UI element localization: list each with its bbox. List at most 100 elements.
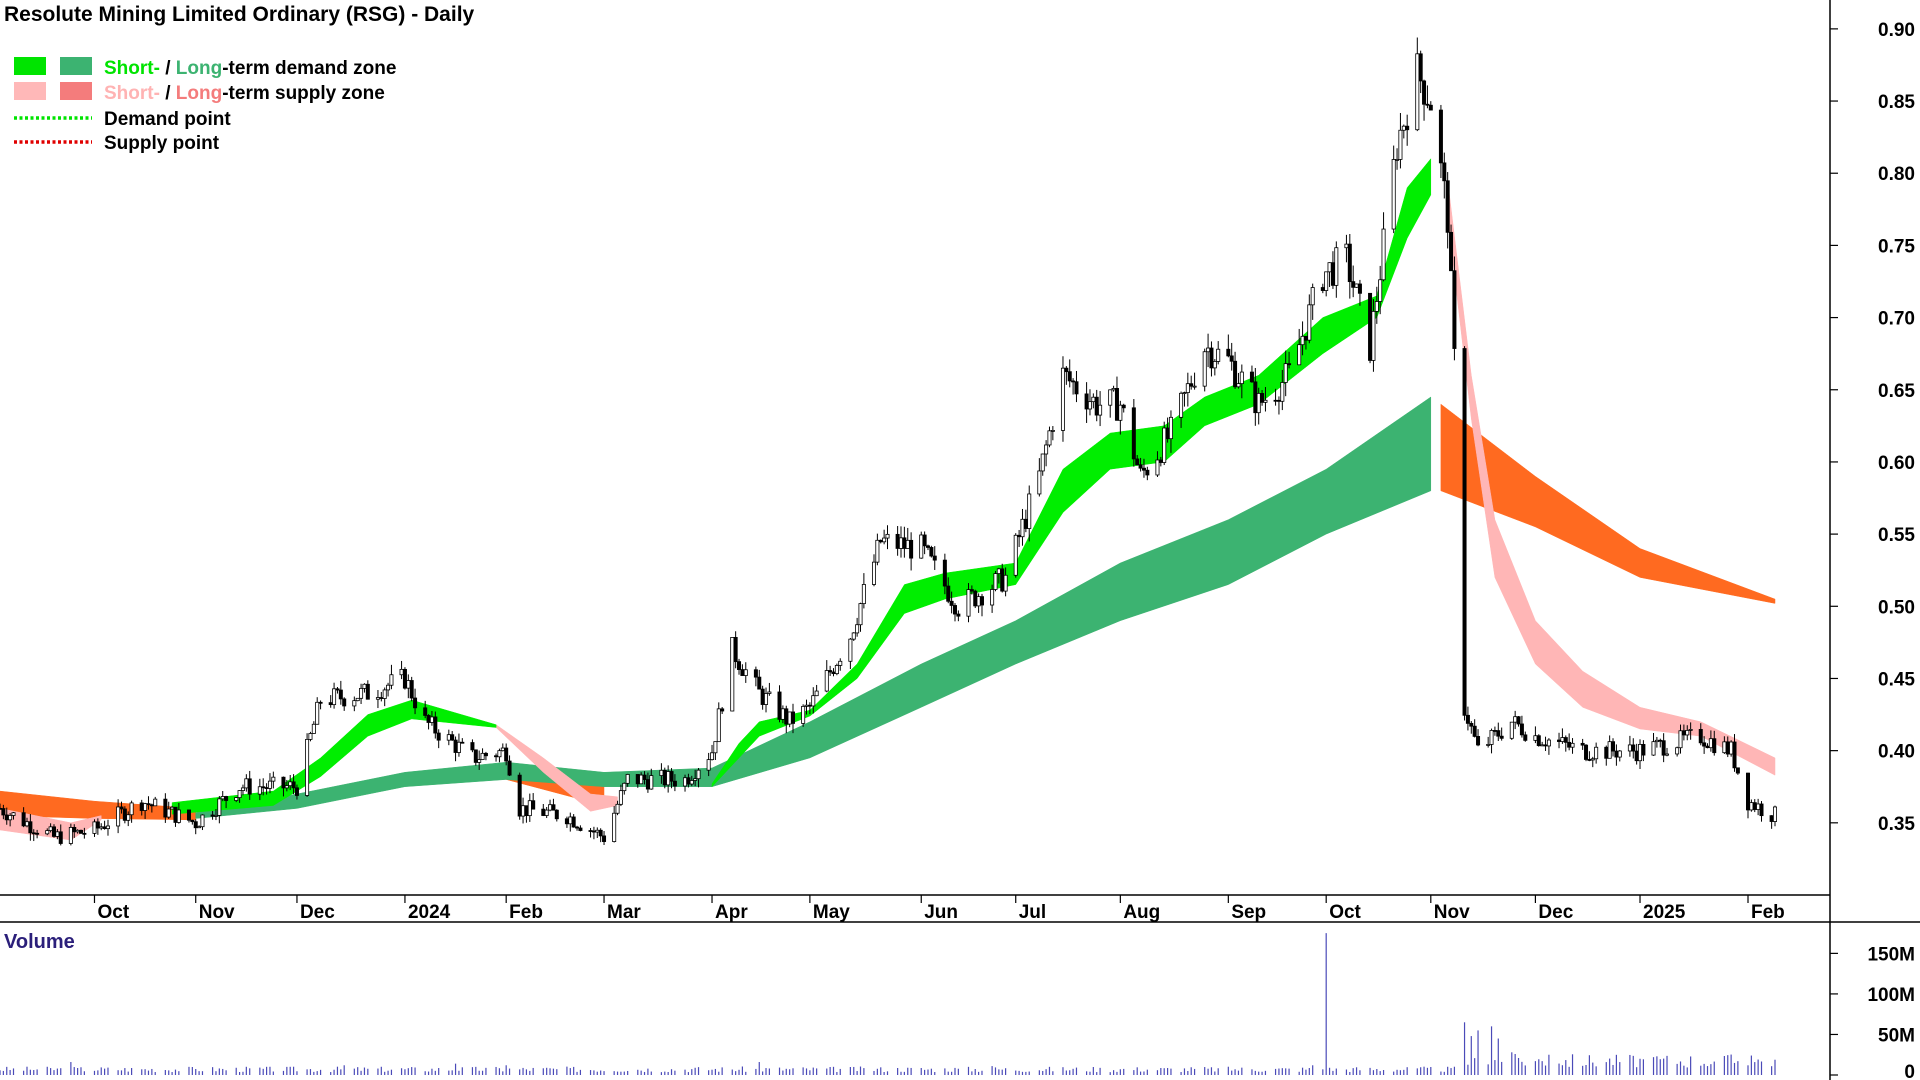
candle xyxy=(1003,567,1008,597)
candle-body xyxy=(1374,301,1379,312)
candle xyxy=(413,688,418,715)
candle xyxy=(244,774,249,792)
zones-layer xyxy=(0,158,1776,841)
candle-body xyxy=(767,691,772,694)
candle-body xyxy=(45,830,50,835)
candle xyxy=(379,691,384,702)
candle-body xyxy=(1533,735,1538,741)
candle-body xyxy=(288,781,293,787)
candle-body xyxy=(1516,716,1521,725)
candle-body xyxy=(224,796,229,801)
candle xyxy=(554,809,559,822)
candle-body xyxy=(1422,80,1427,105)
candle xyxy=(1678,724,1683,754)
candle xyxy=(1206,333,1211,368)
date-tick-label: 2025 xyxy=(1643,902,1686,923)
price-tick-label: 0.50 xyxy=(1878,597,1915,618)
candle-body xyxy=(1735,767,1740,774)
date-tick-label: Jun xyxy=(924,902,958,923)
candle-body xyxy=(973,590,978,607)
candle-body xyxy=(1165,427,1170,440)
candle xyxy=(1661,733,1666,763)
candle xyxy=(1074,370,1079,403)
candle-body xyxy=(1543,744,1548,747)
candle xyxy=(1283,350,1288,397)
candle-body xyxy=(649,775,654,790)
candle-body xyxy=(8,815,13,821)
candle xyxy=(1567,733,1572,751)
candle-body xyxy=(855,624,860,634)
candle-body xyxy=(28,821,33,834)
candle xyxy=(446,729,451,746)
candle-body xyxy=(426,715,431,723)
candle-body xyxy=(1334,247,1339,286)
candle-body xyxy=(119,806,124,810)
candle xyxy=(1236,372,1241,389)
candle-body xyxy=(220,796,225,800)
candle xyxy=(1560,728,1565,744)
candle xyxy=(743,662,748,683)
candle xyxy=(409,676,414,702)
legend-label-part: Short- xyxy=(104,58,160,79)
candle-body xyxy=(642,774,647,780)
candle-body xyxy=(993,573,998,590)
candle-body xyxy=(1665,753,1670,756)
candle xyxy=(166,801,171,820)
candle xyxy=(1189,375,1194,390)
candle xyxy=(1256,387,1261,425)
candle xyxy=(1685,725,1690,741)
candle-body xyxy=(1192,385,1197,388)
candle-body xyxy=(1087,401,1092,410)
candle-body xyxy=(456,741,461,753)
candle-body xyxy=(1705,745,1710,749)
candle-body xyxy=(153,798,158,807)
candle xyxy=(740,664,745,676)
candle-body xyxy=(1560,737,1565,742)
candle-body xyxy=(338,689,343,700)
legend-label: Demand point xyxy=(104,109,231,130)
candle xyxy=(456,733,461,757)
candle xyxy=(1121,403,1126,413)
legend-swatch-long xyxy=(60,82,92,100)
candle-body xyxy=(1614,750,1619,758)
candle xyxy=(595,827,600,838)
candle-body xyxy=(1594,746,1599,760)
candle-body xyxy=(305,739,310,796)
candle-body xyxy=(1297,344,1302,366)
candle xyxy=(1489,728,1494,754)
candle xyxy=(186,809,191,823)
legend-row: Short- / Long-term demand zone xyxy=(14,57,396,79)
candle-body xyxy=(483,752,488,757)
candle-body xyxy=(976,596,981,607)
candle xyxy=(1226,334,1231,358)
date-tick-label: Apr xyxy=(715,902,748,923)
candle xyxy=(197,825,202,829)
candle xyxy=(126,811,131,827)
candle-body xyxy=(163,798,168,818)
candle-body xyxy=(402,668,407,689)
candle xyxy=(382,687,387,707)
candle-body xyxy=(1678,730,1683,749)
candle-body xyxy=(429,716,434,723)
candle-body xyxy=(1209,347,1214,369)
candle xyxy=(68,823,73,846)
candle xyxy=(1182,391,1187,407)
candle-body xyxy=(743,669,748,676)
candle-body xyxy=(149,804,154,807)
date-tick-label: Mar xyxy=(607,902,641,923)
candle-body xyxy=(1438,109,1443,164)
candle xyxy=(1168,410,1173,453)
candle-body xyxy=(1698,729,1703,744)
candle-body xyxy=(264,787,269,789)
candle xyxy=(102,820,107,830)
candle-body xyxy=(1611,741,1616,752)
candle-body xyxy=(1003,574,1008,592)
price-tick-label: 0.85 xyxy=(1878,92,1915,113)
candle-body xyxy=(588,830,593,832)
candle xyxy=(1422,79,1427,121)
long-term-demand-zone-0 xyxy=(195,396,1432,819)
candle xyxy=(271,771,276,789)
candle-body xyxy=(760,688,765,705)
candle-body xyxy=(824,670,829,692)
candle xyxy=(58,824,63,846)
